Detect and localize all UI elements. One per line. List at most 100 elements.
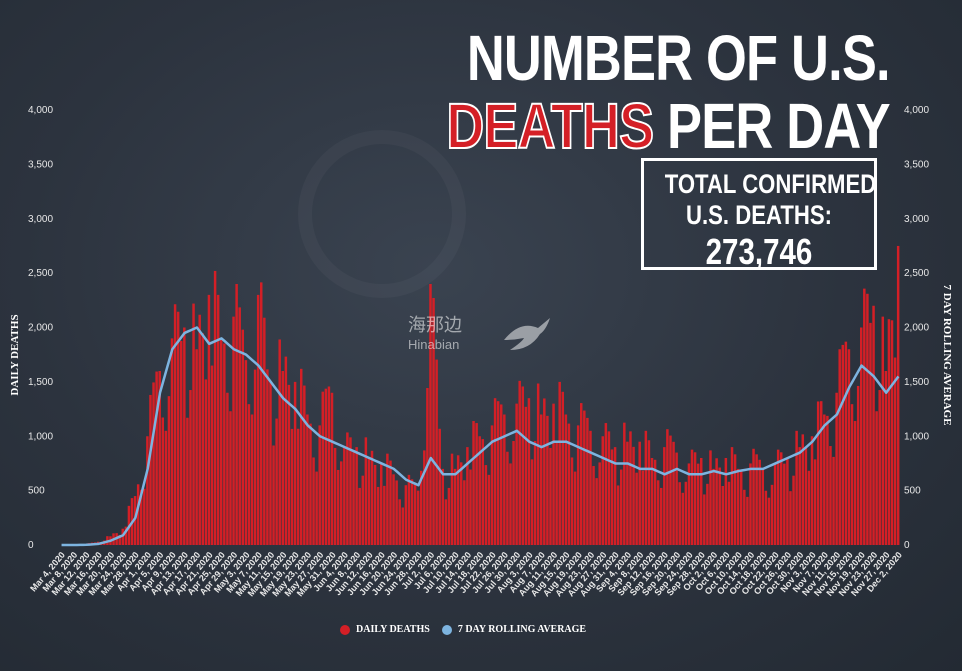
bar-daily-deaths [318,425,321,546]
bar-daily-deaths [386,453,389,545]
bar-daily-deaths [447,487,451,545]
bar-daily-deaths [180,340,183,545]
bar-daily-deaths [816,401,820,545]
bar-daily-deaths [293,381,297,546]
chart-title: NUMBER OF U.S. DEATHS PER DAY [446,26,891,159]
bar-daily-deaths [210,365,214,545]
bar-daily-deaths [770,484,774,545]
bar-daily-deaths [176,311,180,545]
y-tick-right: 3,500 [904,159,929,170]
watermark-bird-icon [504,318,550,350]
bar-daily-deaths [527,398,531,545]
bar-daily-deaths [324,388,328,545]
bar-daily-deaths [536,383,540,545]
bar-daily-deaths [484,465,488,545]
y-tick-left: 4,000 [28,105,53,116]
bar-daily-deaths [767,497,771,545]
bar-daily-deaths [715,458,718,545]
watermark-cn: 海那边 [408,315,462,335]
bar-daily-deaths [647,440,651,545]
bar-daily-deaths [220,338,223,546]
title-per-day: PER DAY [667,90,891,162]
bar-daily-deaths [284,356,288,545]
bar-daily-deaths [420,470,423,545]
bar-daily-deaths [881,316,885,546]
bar-daily-deaths [721,486,725,545]
bar-daily-deaths [552,403,555,546]
bar-daily-deaths [213,270,217,545]
bar-daily-deaths [776,449,780,545]
bar-daily-deaths [149,394,152,545]
bar-daily-deaths [706,483,709,545]
y-tick-left: 1,500 [28,377,53,388]
bar-daily-deaths [241,329,245,545]
bar-daily-deaths [555,441,558,545]
bar-daily-deaths [586,417,589,545]
bar-daily-deaths [309,423,312,545]
bar-daily-deaths [820,401,823,545]
y-axis-right: 0 500 1,000 1,500 2,000 2,500 3,000 3,500 4,000 [904,105,929,551]
bar-daily-deaths [546,415,549,545]
bar-daily-deaths [595,478,598,545]
bar-daily-deaths [216,294,220,546]
bar-daily-deaths [789,491,792,545]
bar-daily-deaths [506,451,509,545]
bar-daily-deaths [438,428,441,545]
bar-daily-deaths [838,349,841,545]
bar-daily-deaths [567,423,571,545]
bar-daily-deaths [140,489,143,545]
bar-daily-deaths [835,392,838,545]
bar-daily-deaths [663,447,666,546]
legend: DAILY DEATHS 7 DAY ROLLING AVERAGE [340,624,586,635]
bar-daily-deaths [380,463,383,545]
title-line-2: DEATHS PER DAY [446,93,891,159]
bar-daily-deaths [736,468,740,546]
bar-daily-deaths [232,316,235,546]
bar-daily-deaths [826,415,829,545]
bar-daily-deaths [493,398,497,545]
legend-rolling-average-swatch [441,624,452,635]
bar-daily-deaths [786,458,789,545]
bar-daily-deaths [321,391,325,545]
bar-daily-deaths [758,459,761,545]
y-tick-left: 2,500 [28,268,53,279]
bar-daily-deaths [198,314,201,545]
bar-daily-deaths [850,404,854,545]
bar-daily-deaths [853,421,857,545]
bar-daily-deaths [441,468,445,546]
bar-daily-deaths [155,371,158,545]
bar-daily-deaths [752,448,755,545]
total-deaths-box: TOTAL CONFIRMED U.S. DEATHS: 273,746 [641,158,877,272]
bar-daily-deaths [407,474,411,545]
bar-daily-deaths [583,410,586,545]
bar-daily-deaths [740,471,743,545]
bar-daily-deaths [238,307,241,545]
bar-daily-deaths [401,507,405,545]
y-tick-left: 3,500 [28,159,53,170]
bar-daily-deaths [524,406,528,545]
bar-daily-deaths [343,447,346,546]
bar-daily-deaths [669,435,672,545]
bar-daily-deaths [392,474,395,545]
bar-daily-deaths [463,480,466,545]
bar-daily-deaths [186,417,189,545]
bar-daily-deaths [718,467,721,545]
bar-daily-deaths [244,360,248,546]
bar-daily-deaths [798,447,801,546]
bar-daily-deaths [672,441,675,545]
bar-daily-deaths [804,446,808,545]
bar-daily-deaths [201,333,205,545]
bar-daily-deaths [256,294,260,546]
bar-daily-deaths [263,317,266,545]
bar-daily-deaths [333,447,337,545]
bar-daily-deaths [226,392,229,545]
bar-daily-deaths [863,288,866,545]
bar-daily-deaths [780,452,783,545]
bar-daily-deaths [678,482,681,545]
bar-daily-deaths [650,458,654,545]
bar-daily-deaths [312,457,315,545]
bar-daily-deaths [847,349,851,545]
bar-daily-deaths [743,489,746,545]
bar-daily-deaths [355,447,358,546]
